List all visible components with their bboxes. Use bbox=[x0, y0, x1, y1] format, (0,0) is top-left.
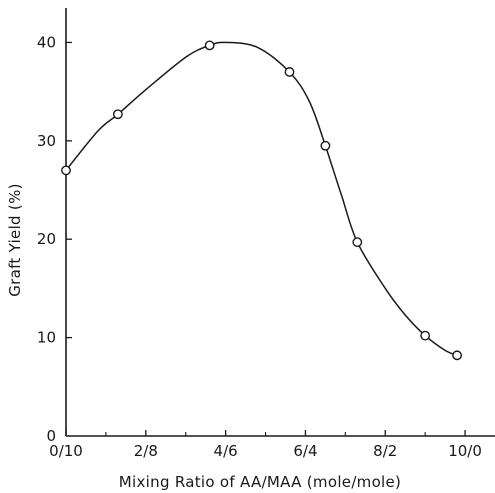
x-tick-label: 8/2 bbox=[373, 442, 397, 460]
x-axis-title: Mixing Ratio of AA/MAA (mole/mole) bbox=[119, 473, 401, 491]
data-point bbox=[452, 350, 462, 361]
x-tick-label: 6/4 bbox=[293, 442, 317, 460]
plot-area bbox=[65, 8, 495, 437]
y-tick-label: 20 bbox=[37, 230, 56, 248]
x-tick-label: 4/6 bbox=[214, 442, 238, 460]
data-point bbox=[320, 140, 331, 151]
x-tick-label: 10/0 bbox=[448, 442, 482, 460]
y-tick-label: 0 bbox=[46, 427, 56, 445]
x-axis: 0/10 2/8 4/6 6/4 8/2 10/0 bbox=[49, 430, 482, 460]
data-point bbox=[204, 40, 215, 51]
data-point bbox=[420, 330, 431, 341]
y-tick-label: 30 bbox=[37, 132, 56, 150]
data-point bbox=[352, 237, 363, 248]
data-point bbox=[284, 67, 295, 77]
x-tick-label: 0/10 bbox=[49, 442, 83, 460]
data-point bbox=[112, 109, 123, 120]
data-series bbox=[61, 40, 462, 361]
y-tick-label: 40 bbox=[37, 33, 56, 51]
x-tick-label: 2/8 bbox=[134, 442, 158, 460]
series-line bbox=[65, 41, 458, 357]
y-axis: 0 10 20 30 40 bbox=[37, 33, 72, 445]
y-tick-label: 10 bbox=[37, 329, 56, 347]
y-axis-title: Graft Yield (%) bbox=[6, 183, 24, 297]
data-point bbox=[61, 165, 71, 176]
